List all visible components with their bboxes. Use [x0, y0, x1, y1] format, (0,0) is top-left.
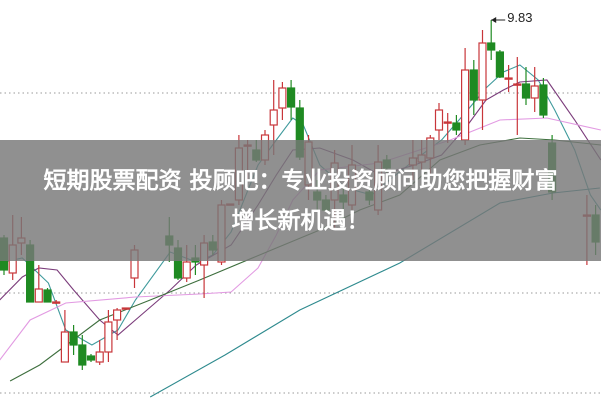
candle-body	[121, 307, 130, 310]
candle	[60, 310, 70, 363]
candle	[112, 308, 122, 340]
overlay-banner: 短期股票配资 投顾吧：专业投资顾问助您把握财富 增长新机遇！	[0, 140, 601, 261]
candle-body	[495, 51, 504, 78]
candle	[487, 20, 496, 60]
candle	[495, 50, 504, 78]
candle-body	[69, 331, 78, 346]
candle-body	[478, 42, 487, 101]
candle	[521, 67, 531, 105]
candle	[104, 310, 113, 362]
candle-body	[182, 261, 191, 279]
candle-body	[78, 344, 87, 366]
candle-body	[521, 83, 531, 99]
candle-body	[43, 289, 52, 303]
candle	[434, 103, 444, 140]
candle-body	[504, 77, 513, 80]
candle-body	[469, 69, 478, 101]
candle	[34, 265, 43, 303]
banner-line-1: 短期股票配资 投顾吧：专业投资顾问助您把握财富	[43, 167, 558, 194]
candle-body	[513, 83, 522, 86]
candle	[478, 30, 487, 130]
candle-body	[287, 87, 296, 108]
candle	[278, 82, 287, 120]
candle	[539, 78, 548, 118]
candle-body	[86, 355, 96, 361]
candle	[52, 300, 61, 304]
candle	[452, 115, 461, 135]
candle-body	[434, 109, 444, 131]
candle	[121, 307, 130, 310]
candle	[461, 48, 470, 145]
candle	[513, 57, 522, 135]
candle	[504, 65, 513, 92]
peak-price-label: 9.83	[507, 10, 533, 25]
candle	[530, 67, 539, 112]
candle-body	[34, 288, 43, 303]
candle-body	[112, 309, 122, 321]
peak-arrow-icon	[491, 17, 497, 23]
candle	[69, 325, 78, 355]
candle-body	[269, 109, 278, 126]
candle-body	[443, 121, 452, 124]
candle	[443, 113, 452, 143]
candle-body	[530, 85, 539, 99]
candle-body	[60, 331, 70, 363]
candle-body	[52, 301, 61, 304]
candle	[95, 340, 104, 365]
candle-body	[95, 351, 104, 363]
candle-body	[452, 122, 461, 131]
candle	[469, 60, 478, 115]
candle	[78, 335, 87, 370]
candle-body	[461, 69, 470, 141]
candle-body	[487, 42, 496, 51]
candle	[86, 354, 96, 362]
candle-body	[539, 84, 548, 116]
banner-line-2: 增长新机遇！	[231, 207, 370, 234]
candle	[287, 80, 296, 120]
candle	[43, 288, 52, 303]
candle-body	[278, 87, 287, 109]
candle-body	[104, 321, 113, 353]
